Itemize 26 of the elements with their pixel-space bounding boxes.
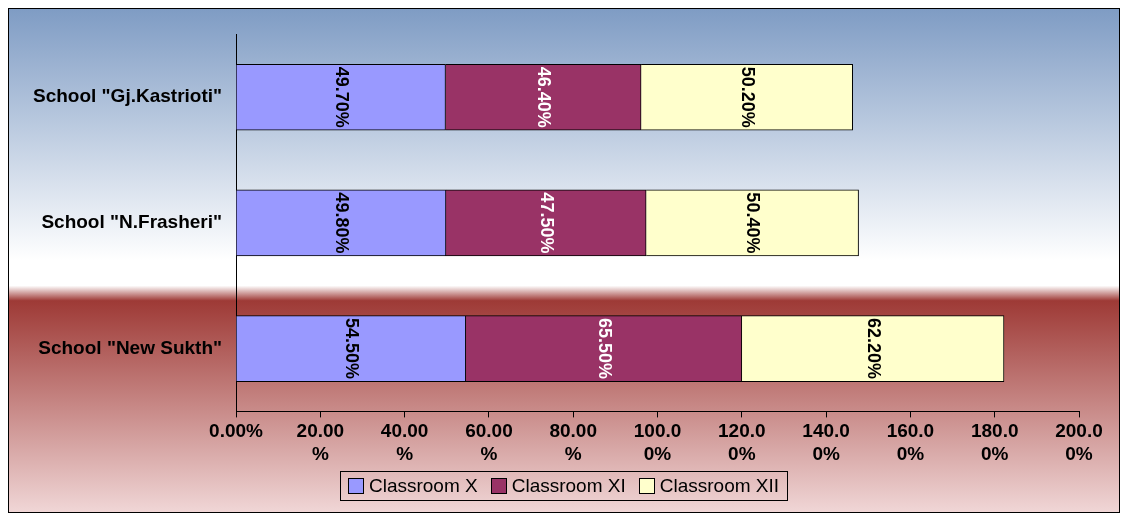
- legend-label: Classroom X: [368, 475, 478, 497]
- data-label: 49.80%: [332, 192, 353, 254]
- x-tick-label: 60.00%: [465, 420, 513, 464]
- data-label: 65.50%: [594, 318, 615, 380]
- legend-label: Classroom XI: [511, 475, 626, 497]
- x-tick-label: 20.00%: [296, 420, 345, 464]
- x-tick-label: 120.00%: [718, 420, 766, 464]
- legend-label: Classroom XII: [659, 475, 780, 497]
- y-tick-label: School "Gj.Kastrioti": [32, 85, 223, 107]
- x-tick-label: 180.00%: [970, 420, 1019, 464]
- data-label: 50.20%: [737, 66, 758, 128]
- data-label: 54.50%: [342, 318, 363, 380]
- x-tick-label: 80.00%: [549, 420, 597, 464]
- x-tick-label: 160.00%: [886, 420, 935, 464]
- x-tick-label: 100.00%: [633, 420, 682, 464]
- data-label: 47.50%: [537, 192, 558, 254]
- data-label: 62.20%: [863, 318, 884, 380]
- y-tick-label: School "New Sukth": [38, 336, 223, 358]
- data-label: 49.70%: [332, 66, 353, 128]
- x-tick-label: 0.00%: [209, 420, 264, 442]
- y-tick-label: School "N.Frasheri": [41, 211, 223, 233]
- data-label: 50.40%: [743, 192, 764, 254]
- x-tick-label: 140.00%: [802, 420, 850, 464]
- x-tick-label: 200.00%: [1055, 420, 1103, 464]
- x-tick-label: 40.00%: [380, 420, 429, 464]
- data-label: 46.40%: [534, 66, 555, 128]
